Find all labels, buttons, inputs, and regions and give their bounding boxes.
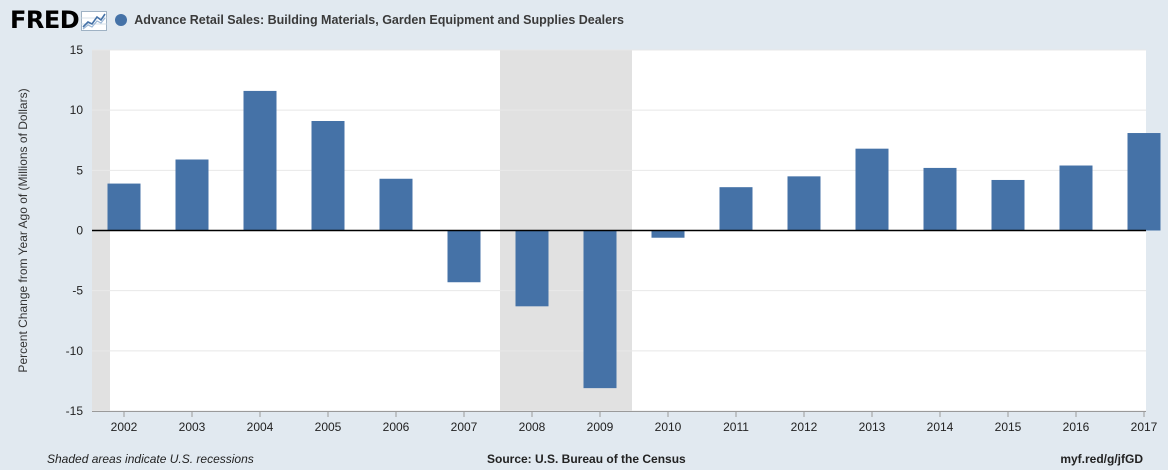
x-tick-label: 2008: [519, 420, 546, 434]
legend-marker: [115, 14, 128, 26]
x-tick-label: 2009: [587, 420, 614, 434]
y-axis-title: Percent Change from Year Ago of (Million…: [16, 88, 30, 372]
bar-2016[interactable]: [1059, 165, 1093, 231]
y-tick-label: -10: [66, 344, 84, 358]
bar-2002[interactable]: [107, 183, 141, 231]
x-tick-label: 2007: [451, 420, 478, 434]
x-tick-label: 2017: [1131, 420, 1158, 434]
source-note: Source: U.S. Bureau of the Census: [487, 452, 686, 466]
bar-2011[interactable]: [719, 187, 753, 231]
bar-2010[interactable]: [651, 230, 685, 238]
y-tick-label: -5: [72, 284, 83, 298]
legend-label: Advance Retail Sales: Building Materials…: [134, 13, 624, 27]
y-tick-label: 5: [76, 163, 83, 177]
bar-2009[interactable]: [583, 230, 617, 389]
x-tick-label: 2005: [315, 420, 342, 434]
y-tick-label: 0: [76, 224, 83, 238]
x-tick-label: 2011: [723, 420, 749, 434]
bar-2004[interactable]: [243, 90, 277, 231]
bar-2017[interactable]: [1127, 133, 1161, 231]
bar-2005[interactable]: [311, 120, 345, 231]
x-tick-label: 2002: [111, 420, 138, 434]
x-tick-label: 2014: [927, 420, 954, 434]
fred-logo[interactable]: FRED: [10, 6, 80, 34]
y-tick-label: 15: [70, 43, 84, 57]
bar-2014[interactable]: [923, 167, 957, 231]
x-tick-label: 2015: [995, 420, 1022, 434]
x-tick-label: 2003: [179, 420, 206, 434]
chart-header: FRED Advance Retail Sales: Building Mate…: [10, 6, 624, 34]
x-tick-label: 2012: [791, 420, 818, 434]
bar-2012[interactable]: [787, 176, 821, 231]
bar-2006[interactable]: [379, 178, 413, 231]
x-tick-label: 2004: [247, 420, 274, 434]
recession-note: Shaded areas indicate U.S. recessions: [47, 452, 254, 466]
bar-2015[interactable]: [991, 179, 1025, 231]
bar-2013[interactable]: [855, 148, 889, 231]
trend-graph-icon: [81, 11, 108, 31]
short-url-link[interactable]: myf.red/g/jfGD: [1060, 452, 1143, 466]
x-tick-label: 2013: [859, 420, 886, 434]
x-tick-label: 2016: [1063, 420, 1090, 434]
bar-2003[interactable]: [175, 159, 209, 231]
y-tick-label: -15: [66, 404, 84, 418]
x-tick-label: 2010: [655, 420, 682, 434]
x-tick-label: 2006: [383, 420, 410, 434]
bar-2008[interactable]: [515, 230, 549, 307]
bar-2007[interactable]: [447, 230, 481, 283]
y-tick-label: 10: [70, 103, 84, 117]
